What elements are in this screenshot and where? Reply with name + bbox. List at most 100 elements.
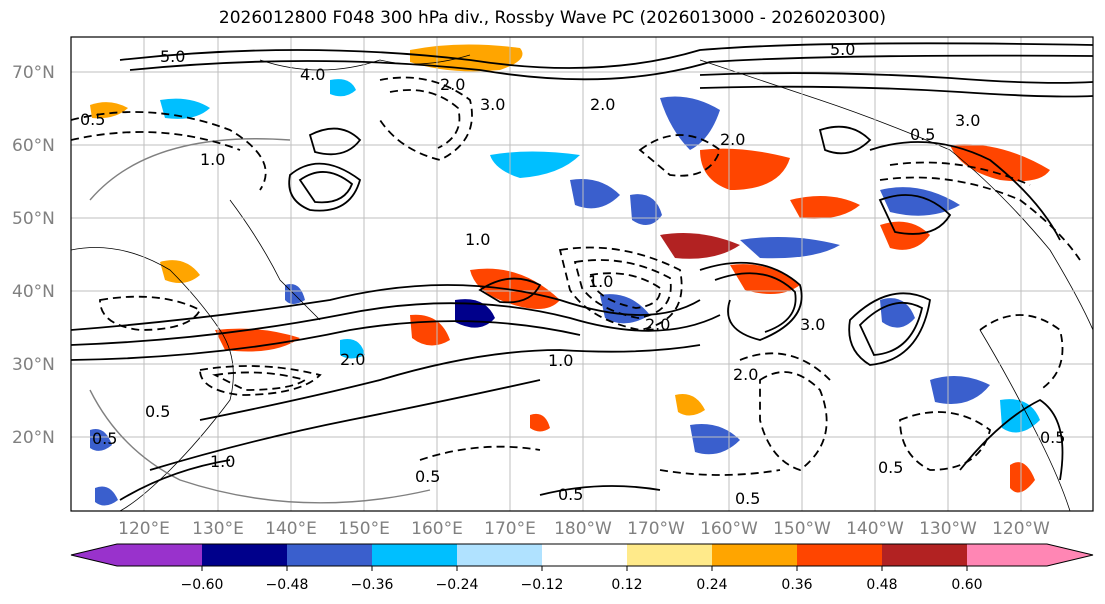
contour-line	[119, 459, 231, 501]
shade-blob	[630, 194, 662, 225]
contour-line	[212, 371, 308, 391]
lat-label: 70°N	[12, 63, 55, 83]
colorbar-segment	[967, 544, 1047, 566]
shade-blob	[530, 413, 550, 432]
contour-line	[818, 125, 872, 155]
contour-label: 0.5	[415, 467, 440, 486]
contour-line	[759, 371, 828, 472]
colorbar-tick-label: −0.60	[181, 577, 224, 593]
shade-blob	[490, 151, 580, 178]
contour-line	[199, 344, 701, 421]
shade-blob	[1000, 399, 1040, 433]
shade-blob	[160, 260, 200, 284]
shade-blob	[730, 264, 800, 294]
lon-label: 130°E	[192, 519, 244, 539]
great-circle-arc	[89, 138, 431, 504]
negative-contours	[71, 76, 1081, 476]
colorbar-tick-label: 0.60	[951, 577, 982, 593]
contour-line	[379, 76, 473, 161]
coastline	[979, 329, 1071, 511]
lon-label: 140°E	[265, 519, 317, 539]
contour-label: 3.0	[480, 95, 505, 114]
contour-line	[573, 259, 672, 319]
contour-line	[869, 141, 1061, 241]
divergence-shading	[90, 44, 1050, 506]
contour-line	[539, 485, 661, 496]
colorbar-segment	[797, 544, 882, 566]
colorbar-tick-label: −0.36	[351, 577, 394, 593]
contour-line	[858, 301, 924, 356]
contour-label: 1.0	[548, 351, 573, 370]
contour-line	[979, 314, 1064, 391]
lat-label: 60°N	[12, 136, 55, 156]
coastline	[71, 247, 234, 511]
contour-label: 2.0	[340, 350, 365, 369]
colorbar-segment	[882, 544, 967, 566]
colorbar-tick-label: −0.12	[521, 577, 564, 593]
contour-label: 0.5	[878, 458, 903, 477]
contour-line	[389, 89, 461, 149]
colorbar-extend-low	[71, 544, 117, 566]
map-background	[71, 37, 1093, 511]
colorbar: −0.60 −0.48 −0.36 −0.24 −0.12 0.12 0.24 …	[70, 543, 1094, 593]
lon-label: 150°W	[773, 519, 831, 539]
lon-label: 150°E	[338, 519, 390, 539]
colorbar-ticks	[201, 566, 968, 571]
contour-label: 0.5	[80, 110, 105, 129]
contour-line	[119, 42, 1093, 69]
contour-label: 0.5	[735, 489, 760, 508]
contour-line	[558, 246, 683, 331]
colorbar-tick-label: 0.24	[696, 577, 727, 593]
contour-label: 2.0	[590, 95, 615, 114]
colorbar-segment	[457, 544, 542, 566]
shade-blob	[90, 429, 112, 451]
contour-line	[638, 134, 722, 177]
contour-line	[879, 176, 1081, 261]
colorbar-tick-labels: −0.60 −0.48 −0.36 −0.24 −0.12 0.12 0.24 …	[181, 577, 983, 593]
contour-label: 1.0	[465, 230, 490, 249]
contour-line	[288, 162, 362, 212]
colorbar-tick-label: 0.12	[611, 577, 642, 593]
contour-label: 3.0	[955, 111, 980, 130]
contour-line	[298, 171, 354, 204]
contour-line	[959, 398, 1064, 481]
contour-line	[308, 127, 362, 156]
shade-blob	[160, 98, 210, 119]
shade-blob	[215, 328, 300, 352]
shade-blob	[740, 236, 840, 259]
shade-blob	[660, 232, 740, 259]
contour-label: 0.5	[910, 125, 935, 144]
shade-blob	[470, 268, 560, 309]
lat-label: 20°N	[12, 428, 55, 448]
map-title: 2026012800 F048 300 hPa div., Rossby Wav…	[218, 8, 887, 28]
contour-label: 2.0	[720, 130, 745, 149]
lon-label: 130°W	[919, 519, 977, 539]
contour-label: 3.0	[800, 315, 825, 334]
contour-line	[419, 445, 541, 461]
coastlines	[71, 54, 1093, 511]
contour-line	[848, 292, 931, 366]
shade-blob	[660, 96, 720, 150]
latitude-labels: 70°N 60°N 50°N 40°N 30°N 20°N	[12, 63, 55, 448]
contour-label: 2.0	[440, 75, 465, 94]
contour-line	[699, 85, 1093, 98]
contour-label: 0.5	[145, 402, 170, 421]
contour-line	[129, 54, 1093, 81]
contour-line	[714, 272, 797, 333]
contour-line	[878, 194, 952, 235]
map-frame	[70, 36, 1094, 512]
colorbar-segment	[542, 544, 627, 566]
contour-line	[899, 411, 992, 471]
contour-line	[71, 284, 701, 331]
coastline	[259, 54, 471, 71]
shade-blob	[330, 79, 356, 97]
contour-label: 4.0	[300, 65, 325, 84]
shade-blob	[1010, 462, 1035, 493]
contour-line	[699, 261, 803, 341]
shade-blob	[340, 339, 365, 359]
shade-blob	[700, 148, 790, 190]
colorbar-tick-label: −0.24	[436, 577, 479, 593]
colorbar-tick-label: 0.48	[866, 577, 897, 593]
colorbar-segment	[202, 544, 287, 566]
lon-label: 140°W	[846, 519, 904, 539]
